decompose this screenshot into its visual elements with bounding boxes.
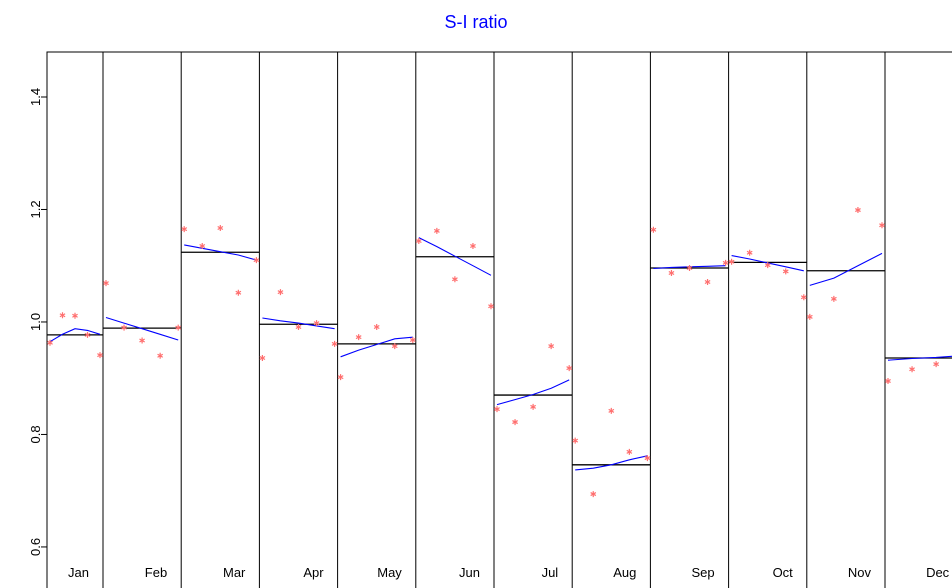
data-point [830,295,837,302]
month-label: Aug [613,565,636,580]
data-point [470,243,476,250]
month-label: Nov [848,565,872,580]
y-tick-label: 1.0 [28,313,43,331]
data-point [235,289,242,296]
plot-area: Jan Feb Mar Apr May Jun Jul Aug Sep Oct Nov Dec [47,52,952,588]
data-point [121,324,127,331]
data-point [295,324,302,331]
data-point [253,257,260,264]
data-point [764,262,771,269]
data-point [806,313,813,320]
data-point [415,237,422,244]
smooth-line [49,328,101,343]
month-label: Oct [773,565,794,580]
data-point [530,403,537,410]
y-tick-label: 1.4 [28,88,43,106]
smooth-line [575,455,648,471]
smooth-line [809,252,883,286]
data-point [626,448,633,455]
data-point [181,226,188,233]
data-point [548,343,555,350]
data-point [331,340,338,347]
smooth-line [887,355,952,361]
data-point [72,312,78,319]
data-point [103,280,109,287]
month-label: Apr [303,565,324,580]
month-label: Jul [542,565,559,580]
plot-frame [46,51,952,588]
smooth-line [184,244,257,261]
data-point [572,437,579,444]
data-point [157,352,164,359]
data-point [391,343,398,350]
y-tick-label: 0.8 [28,425,43,443]
data-point [217,225,224,232]
y-tick-label: 1.2 [28,200,43,218]
data-point [885,378,891,385]
month-label: Sep [691,565,714,580]
data-point [488,303,494,310]
data-point [800,294,807,301]
data-point [909,366,915,373]
data-point [373,324,380,331]
data-point [879,222,885,229]
data-point [355,334,362,341]
data-point [337,374,344,381]
month-label: May [377,565,402,580]
data-point [139,337,146,344]
data-point [59,312,66,319]
data-point [512,419,518,426]
data-point [97,352,103,359]
data-point [590,491,597,498]
data-point [644,455,651,462]
y-tick-label: 0.6 [28,538,43,556]
data-point [494,406,500,413]
data-point [650,226,657,233]
data-point [746,249,753,256]
data-point [277,289,284,296]
month-label: Feb [145,565,167,580]
data-point [451,276,458,283]
smooth-line [105,316,179,341]
data-point [313,320,320,327]
data-point [855,207,861,214]
data-point [722,259,729,266]
month-label: Jun [459,565,480,580]
data-point [686,264,693,271]
month-label: Jan [68,565,89,580]
data-point [782,268,789,275]
data-point [84,331,91,338]
smooth-line [340,336,413,358]
smooth-line [496,379,570,406]
smooth-line [418,237,492,276]
data-point [933,361,940,368]
data-point [728,258,735,265]
data-point [409,336,416,343]
data-point [566,365,573,372]
data-point [668,270,675,277]
data-point [259,354,266,361]
smooth-line [262,317,335,330]
data-point [175,324,182,331]
data-point [704,279,711,286]
month-label: Mar [223,565,246,580]
month-label: Dec [926,565,950,580]
data-point [433,227,440,234]
data-point [608,407,615,414]
data-point [47,339,53,346]
chart-title: S-I ratio [444,12,507,32]
data-point [199,243,206,250]
